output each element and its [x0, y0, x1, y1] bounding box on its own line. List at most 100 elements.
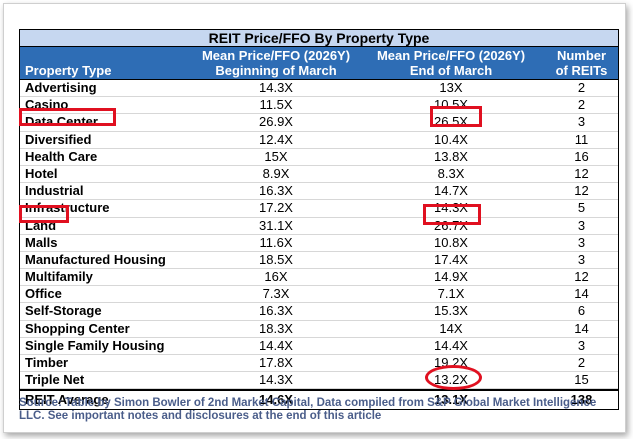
table-row: Land 31.1X 26.7X 3 [20, 218, 618, 235]
property-type-cell: Triple Net [25, 372, 85, 388]
property-type-cell: Industrial [25, 183, 84, 199]
table-row: Industrial 16.3X 14.7X 12 [20, 183, 618, 201]
average-beginning: 14.6X [259, 392, 293, 408]
table-title: REIT Price/FFO By Property Type [20, 30, 618, 47]
property-type-cell: Hotel [25, 165, 58, 181]
average-end: 13.1X [434, 392, 468, 408]
property-type-cell: Health Care [25, 148, 98, 164]
property-type-cell: Shopping Center [25, 320, 130, 336]
table-row: Advertising 14.3X 13X 2 [20, 80, 618, 98]
header-number-of-reits: Number of REITs [545, 47, 618, 79]
number-of-reits-cell: 3 [577, 114, 586, 130]
end-of-march-cell: 14.3X [434, 200, 468, 216]
number-of-reits-cell: 2 [577, 355, 586, 370]
beginning-of-march-cell: 16.3X [259, 303, 293, 319]
table-row: Office 7.3X 7.1X 14 [20, 286, 618, 304]
header-line: Mean Price/FFO (2026Y) [201, 48, 351, 63]
header-line: of REITs [555, 63, 608, 78]
number-of-reits-cell: 3 [577, 234, 586, 250]
beginning-of-march-cell: 14.3X [259, 80, 293, 95]
number-of-reits-cell: 2 [577, 80, 586, 95]
end-of-march-cell: 14.9X [434, 269, 468, 285]
header-line: Mean Price/FFO (2026Y) [376, 48, 526, 63]
table-row: Manufactured Housing 18.5X 17.4X 3 [20, 251, 618, 270]
header-row: Property Type Mean Price/FFO (2026Y) Beg… [20, 47, 618, 80]
beginning-of-march-cell: 18.5X [259, 251, 293, 267]
end-of-march-cell: 14X [439, 320, 463, 336]
end-of-march-cell: 7.1X [437, 286, 465, 302]
beginning-of-march-cell: 16X [264, 269, 288, 285]
property-type-cell: Office [25, 286, 62, 302]
average-count: 138 [570, 392, 593, 408]
end-of-march-cell: 14.7X [434, 183, 468, 199]
header-end-of-march: Mean Price/FFO (2026Y) End of March [357, 47, 545, 79]
end-of-march-cell: 10.5X [434, 97, 468, 113]
beginning-of-march-cell: 11.6X [259, 234, 293, 250]
number-of-reits-cell: 14 [574, 286, 589, 302]
table-body: Advertising 14.3X 13X 2 Casino 11.5X 10.5X 2 Dat… [20, 80, 618, 390]
property-type-cell: Timber [25, 355, 69, 370]
property-type-cell: Multifamily [25, 269, 93, 285]
end-of-march-cell: 26.7X [434, 217, 468, 233]
average-label: REIT Average [25, 392, 109, 408]
number-of-reits-cell: 6 [577, 303, 586, 319]
average-row: REIT Average 14.6X 13.1X 138 [20, 389, 618, 409]
end-of-march-cell: 14.4X [434, 337, 468, 353]
header-line: End of March [409, 63, 493, 78]
table-row: Diversified 12.4X 10.4X 11 [20, 132, 618, 149]
table-row: Shopping Center 18.3X 14X 14 [20, 321, 618, 338]
number-of-reits-cell: 3 [577, 217, 586, 233]
source-note: Source: Table by Simon Bowler of 2nd Mar… [19, 397, 597, 422]
table-row: Casino 11.5X 10.5X 2 [20, 97, 618, 115]
number-of-reits-cell: 3 [577, 251, 586, 267]
number-of-reits-cell: 14 [574, 320, 589, 336]
end-of-march-cell: 10.4X [434, 131, 468, 147]
beginning-of-march-cell: 16.3X [259, 183, 293, 199]
property-type-cell: Land [25, 217, 57, 233]
reit-table: REIT Price/FFO By Property Type Property… [19, 29, 619, 411]
beginning-of-march-cell: 17.8X [259, 355, 293, 370]
beginning-of-march-cell: 12.4X [259, 131, 293, 147]
table-row: Hotel 8.9X 8.3X 12 [20, 165, 618, 184]
table-row: Multifamily 16X 14.9X 12 [20, 269, 618, 287]
beginning-of-march-cell: 8.9X [262, 165, 290, 181]
table-row: Single Family Housing 14.4X 14.4X 3 [20, 338, 618, 355]
beginning-of-march-cell: 17.2X [259, 200, 293, 216]
beginning-of-march-cell: 11.5X [259, 97, 293, 113]
end-of-march-cell: 26.5X [434, 114, 468, 130]
property-type-cell: Casino [25, 97, 69, 113]
table-row: Infrastructure 17.2X 14.3X 5 [20, 200, 618, 218]
table-row: Malls 11.6X 10.8X 3 [20, 235, 618, 252]
property-type-cell: Advertising [25, 80, 97, 95]
end-of-march-cell: 10.8X [434, 234, 468, 250]
beginning-of-march-cell: 7.3X [262, 286, 290, 302]
end-of-march-cell: 13.2X [434, 372, 468, 388]
end-of-march-cell: 13.8X [434, 148, 468, 164]
table-row: Health Care 15X 13.8X 16 [20, 149, 618, 166]
property-type-cell: Malls [25, 234, 58, 250]
table-row: Triple Net 14.3X 13.2X 15 [20, 372, 618, 390]
property-type-cell: Self-Storage [25, 303, 102, 319]
property-type-cell: Data Center [25, 114, 98, 130]
number-of-reits-cell: 11 [574, 131, 589, 147]
beginning-of-march-cell: 14.4X [259, 337, 293, 353]
number-of-reits-cell: 12 [574, 165, 589, 181]
number-of-reits-cell: 15 [574, 372, 589, 388]
header-line: Beginning of March [215, 63, 337, 78]
number-of-reits-cell: 2 [577, 97, 586, 113]
number-of-reits-cell: 12 [574, 269, 589, 285]
beginning-of-march-cell: 14.3X [259, 372, 293, 388]
beginning-of-march-cell: 31.1X [259, 217, 293, 233]
number-of-reits-cell: 12 [574, 183, 589, 199]
number-of-reits-cell: 16 [574, 148, 589, 164]
number-of-reits-cell: 3 [577, 337, 586, 353]
number-of-reits-cell: 5 [577, 200, 586, 216]
property-type-cell: Infrastructure [25, 200, 110, 216]
header-beginning-of-march: Mean Price/FFO (2026Y) Beginning of Marc… [195, 47, 357, 79]
property-type-cell: Diversified [25, 131, 92, 147]
header-property-type: Property Type [20, 47, 195, 79]
beginning-of-march-cell: 26.9X [259, 114, 293, 130]
end-of-march-cell: 15.3X [434, 303, 468, 319]
end-of-march-cell: 17.4X [434, 251, 468, 267]
property-type-cell: Manufactured Housing [25, 251, 166, 267]
